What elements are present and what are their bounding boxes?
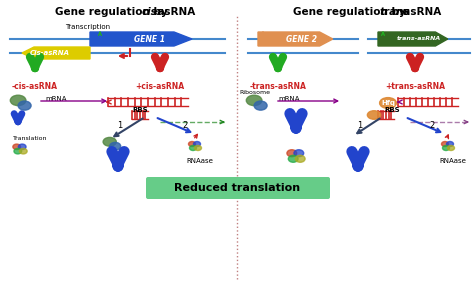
Text: GENE 2: GENE 2 xyxy=(286,34,318,44)
FancyArrow shape xyxy=(22,47,90,59)
Ellipse shape xyxy=(288,155,298,162)
Ellipse shape xyxy=(193,142,201,147)
Text: trans-asRNA: trans-asRNA xyxy=(397,36,441,42)
Text: Gene regulation by: Gene regulation by xyxy=(293,7,410,17)
Text: Transcription: Transcription xyxy=(65,24,110,30)
Ellipse shape xyxy=(18,101,31,110)
Ellipse shape xyxy=(19,149,27,154)
Text: -cis-asRNA: -cis-asRNA xyxy=(12,82,58,91)
Text: Ribosome: Ribosome xyxy=(239,90,271,95)
Text: mRNA: mRNA xyxy=(45,96,66,102)
Text: Translation: Translation xyxy=(13,136,47,141)
Text: 1: 1 xyxy=(357,121,363,131)
Ellipse shape xyxy=(447,145,455,151)
Ellipse shape xyxy=(294,150,304,157)
Text: RNAase: RNAase xyxy=(187,158,213,164)
Text: +trans-asRNA: +trans-asRNA xyxy=(385,82,445,91)
FancyBboxPatch shape xyxy=(146,177,330,199)
Ellipse shape xyxy=(194,145,201,151)
Text: 2: 2 xyxy=(429,121,435,131)
Text: -asRNA: -asRNA xyxy=(154,7,196,17)
FancyArrow shape xyxy=(90,32,192,46)
Text: 1: 1 xyxy=(118,121,123,131)
Ellipse shape xyxy=(254,101,267,110)
Ellipse shape xyxy=(367,111,381,119)
Text: Hfq: Hfq xyxy=(381,100,395,106)
FancyArrow shape xyxy=(258,32,333,46)
Ellipse shape xyxy=(10,95,26,105)
Text: -asRNA: -asRNA xyxy=(400,7,442,17)
Text: GENE 1: GENE 1 xyxy=(135,34,165,44)
Ellipse shape xyxy=(441,142,448,147)
Ellipse shape xyxy=(18,144,26,149)
Text: RBS: RBS xyxy=(384,107,400,113)
Text: RNAase: RNAase xyxy=(439,158,466,164)
FancyArrow shape xyxy=(378,32,448,46)
Text: Cis-asRNA: Cis-asRNA xyxy=(30,50,70,56)
Ellipse shape xyxy=(295,155,305,162)
Ellipse shape xyxy=(190,145,197,151)
Ellipse shape xyxy=(14,149,22,154)
Text: 2: 2 xyxy=(182,121,188,131)
Text: Gene regulation by: Gene regulation by xyxy=(55,7,172,17)
Ellipse shape xyxy=(109,142,121,150)
Ellipse shape xyxy=(380,98,396,108)
Text: -trans-asRNA: -trans-asRNA xyxy=(250,82,306,91)
Text: cis: cis xyxy=(142,7,158,17)
Ellipse shape xyxy=(13,144,20,149)
Text: RBS: RBS xyxy=(132,107,148,113)
Ellipse shape xyxy=(443,145,449,151)
Text: Reduced translation: Reduced translation xyxy=(174,183,300,193)
Text: trans: trans xyxy=(380,7,410,17)
Ellipse shape xyxy=(103,137,116,146)
Text: +cis-asRNA: +cis-asRNA xyxy=(136,82,184,91)
Ellipse shape xyxy=(189,142,195,147)
Text: mRNA: mRNA xyxy=(278,96,300,102)
Ellipse shape xyxy=(246,95,262,105)
Ellipse shape xyxy=(447,142,454,147)
Ellipse shape xyxy=(287,150,297,157)
